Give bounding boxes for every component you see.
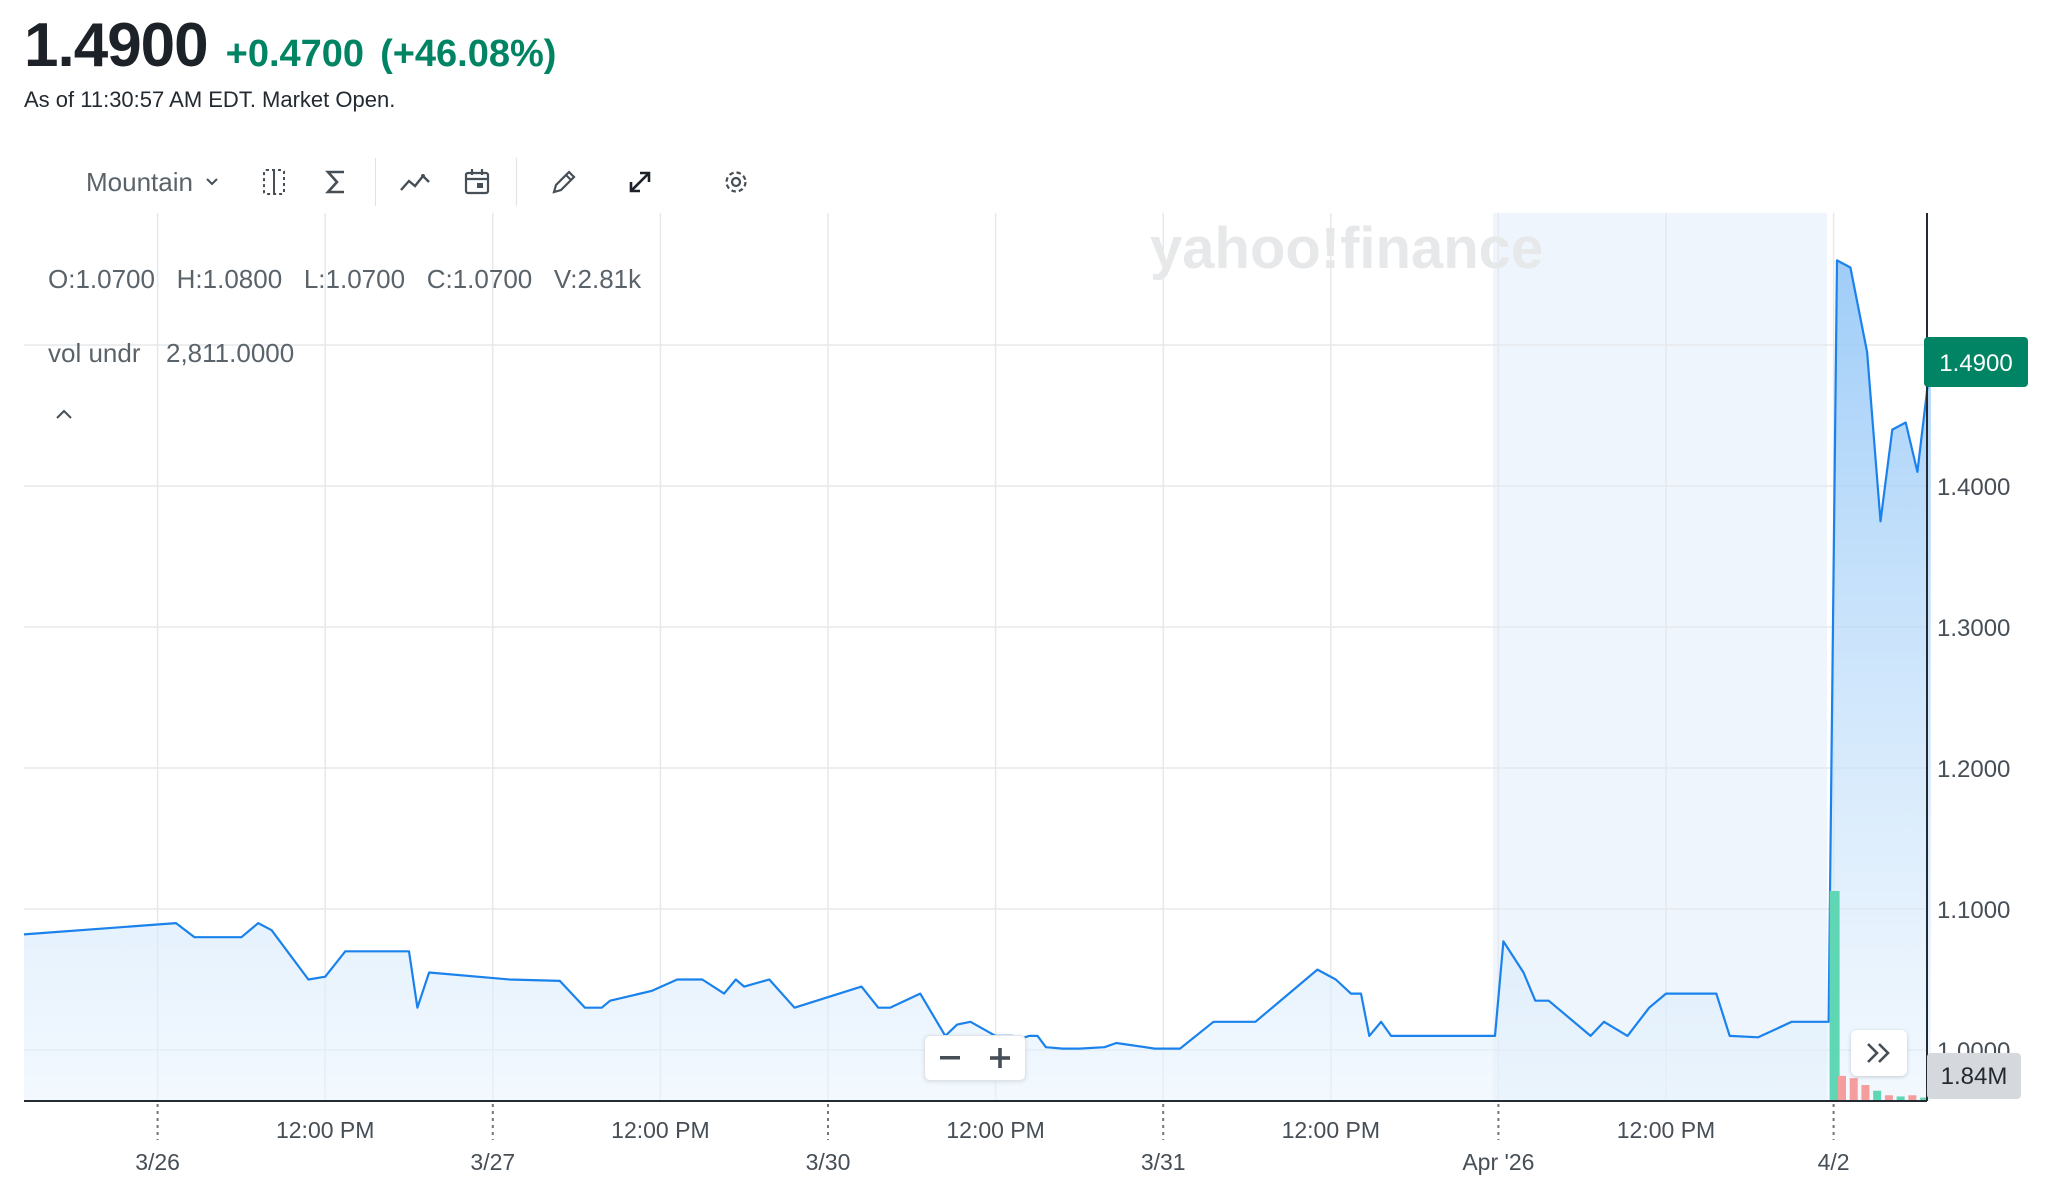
- x-time-label: 12:00 PM: [1617, 1117, 1715, 1143]
- price-change: +0.4700: [225, 33, 365, 75]
- volume-layer: [1829, 891, 1929, 1101]
- current-price-badge-text: 1.4900: [1939, 350, 2012, 377]
- settings-button[interactable]: [705, 157, 767, 207]
- zoom-out-button[interactable]: [925, 1036, 975, 1080]
- watermark: yahoo!finance: [1150, 216, 1543, 281]
- x-time-label: 12:00 PM: [611, 1117, 709, 1143]
- ohlc-readout: O:1.0700 H:1.0800 L:1.0700 C:1.0700 V:2.…: [48, 264, 642, 294]
- chevron-up-icon: [56, 409, 72, 419]
- x-date-label: 4/2: [1818, 1149, 1850, 1175]
- y-tick-label: 1.1000: [1937, 897, 2010, 924]
- draw-button[interactable]: [533, 157, 595, 207]
- current-volume-badge: 1.84M: [1927, 1053, 2021, 1099]
- chevron-down-icon: [206, 178, 218, 186]
- market-status: As of 11:30:57 AM EDT. Market Open.: [24, 87, 396, 112]
- chart-type-label: Mountain: [86, 166, 193, 197]
- price-area: [24, 260, 1931, 1101]
- current-price: 1.4900: [24, 11, 209, 80]
- toolbar-divider: [515, 158, 517, 206]
- x-date-label: 3/26: [135, 1149, 180, 1175]
- volume-bar: [1908, 1095, 1917, 1101]
- compare-icon: [262, 169, 285, 195]
- volume-under-label: vol undr: [48, 338, 141, 368]
- y-tick-label: 1.2000: [1937, 756, 2010, 783]
- price-line: [23, 259, 1932, 1050]
- x-time-label: 12:00 PM: [276, 1117, 374, 1143]
- x-date-label: 3/31: [1141, 1149, 1186, 1175]
- quote-header: 1.4900 +0.4700 (+46.08%) As of 11:30:57 …: [24, 10, 556, 113]
- volume-bar: [1829, 891, 1840, 1101]
- current-session-shade: [1493, 213, 1827, 1101]
- fullscreen-button[interactable]: [609, 157, 671, 207]
- compare-button[interactable]: [243, 157, 305, 207]
- minus-icon: [940, 1056, 960, 1060]
- volume-bar: [1884, 1095, 1893, 1101]
- price-change-percent: (+46.08%): [380, 33, 557, 75]
- volume-bar: [1849, 1078, 1858, 1101]
- toolbar-divider: [374, 158, 376, 206]
- x-date-label: 3/30: [806, 1149, 851, 1175]
- date-range-button[interactable]: [446, 157, 508, 207]
- x-date-label: Apr '26: [1462, 1149, 1534, 1175]
- fullscreen-icon: [629, 171, 651, 193]
- indicators-icon: [325, 170, 344, 194]
- collapse-legend-button[interactable]: [50, 400, 78, 428]
- date-range-icon: [464, 169, 490, 195]
- zoom-in-button[interactable]: [975, 1036, 1025, 1080]
- x-date-label: 3/27: [470, 1149, 515, 1175]
- zoom-controls: [924, 1035, 1026, 1081]
- settings-icon: [725, 171, 747, 193]
- current-volume-badge-text: 1.84M: [1941, 1063, 2008, 1090]
- events-icon: [400, 174, 430, 191]
- events-button[interactable]: [384, 157, 446, 207]
- y-tick-label: 1.3000: [1937, 615, 2010, 642]
- volume-bar: [1861, 1085, 1870, 1101]
- volume-under-value: 2,811.0000: [166, 338, 294, 368]
- indicators-button[interactable]: [305, 157, 367, 207]
- chart-toolbar: Mountain: [62, 152, 767, 212]
- double-chevron-right-icon: [1867, 1043, 1890, 1063]
- plus-icon: [990, 1048, 1010, 1068]
- x-time-label: 12:00 PM: [1282, 1117, 1380, 1143]
- current-price-badge: 1.4900: [1924, 337, 2028, 387]
- y-tick-label: 1.4000: [1937, 474, 2010, 501]
- volume-bar: [1837, 1075, 1846, 1101]
- x-axis: 3/26 12:00 PM 3/27 12:00 PM 3/30 12:00 PM 3/31…: [135, 1104, 1850, 1175]
- series-layer: [23, 259, 1932, 1101]
- volume-bar: [1896, 1096, 1905, 1101]
- chart-type-dropdown[interactable]: Mountain: [62, 157, 229, 207]
- volume-bar: [1920, 1097, 1929, 1101]
- volume-bar: [1873, 1090, 1882, 1101]
- draw-icon: [552, 170, 576, 194]
- scroll-to-latest-button[interactable]: [1851, 1030, 1907, 1076]
- x-time-label: 12:00 PM: [946, 1117, 1044, 1143]
